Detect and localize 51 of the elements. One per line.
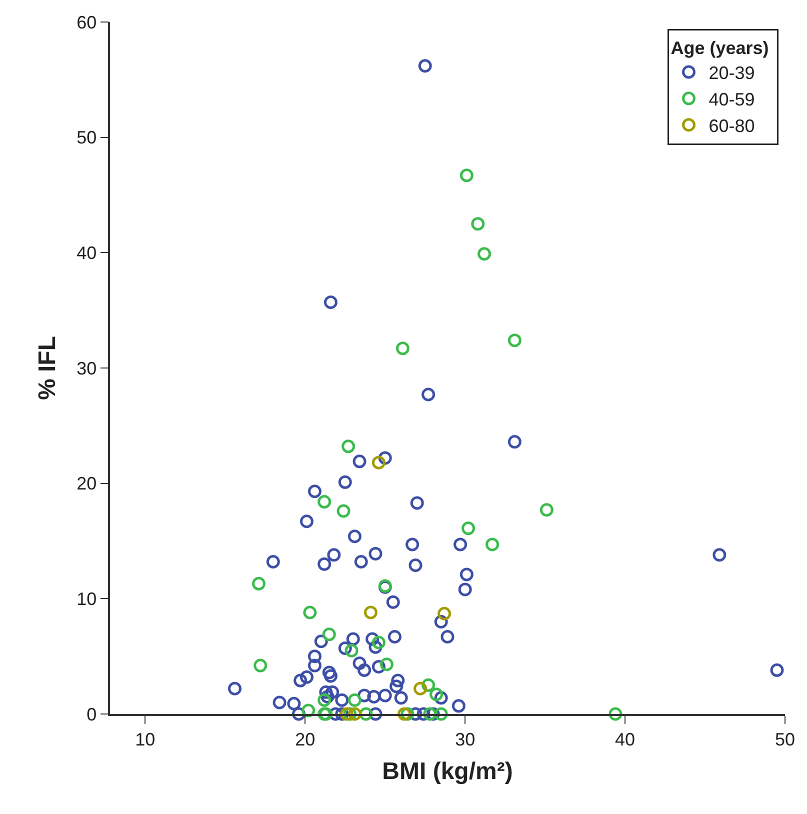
point <box>398 707 412 721</box>
y-tick-label: 40 <box>76 242 97 263</box>
point <box>430 688 444 702</box>
point <box>462 522 476 536</box>
point <box>486 538 500 552</box>
x-tick-label: 30 <box>455 729 476 750</box>
point <box>303 606 317 620</box>
point <box>438 606 452 620</box>
point <box>364 606 378 620</box>
point <box>414 682 428 696</box>
y-axis-title: % IFL <box>34 336 62 400</box>
point <box>460 168 474 182</box>
point <box>508 334 522 348</box>
point <box>423 707 437 721</box>
x-axis-title: BMI (kg/m²) <box>382 758 513 786</box>
x-tick-label: 20 <box>295 729 316 750</box>
legend-label: 60-80 <box>708 116 755 136</box>
point <box>336 504 350 518</box>
point <box>434 707 448 721</box>
legend-label: 40-59 <box>708 89 755 110</box>
point <box>348 707 362 721</box>
point <box>478 247 492 261</box>
point <box>252 576 266 590</box>
point <box>540 503 554 517</box>
point <box>254 658 268 672</box>
point <box>608 707 622 721</box>
legend-label: 20-39 <box>708 63 755 84</box>
y-tick-label: 30 <box>76 358 97 378</box>
point <box>318 693 332 707</box>
x-tick-label: 50 <box>774 729 796 750</box>
point <box>372 456 386 470</box>
legend-title: Age (years) <box>670 38 774 58</box>
y-tick-label: 50 <box>76 128 97 148</box>
y-tick-label: 60 <box>76 12 97 32</box>
x-tick-label: 40 <box>615 729 636 750</box>
y-tick-label: 10 <box>76 588 97 609</box>
point <box>396 342 410 356</box>
point <box>380 658 394 672</box>
point <box>344 644 358 658</box>
point <box>342 440 356 454</box>
point <box>322 628 336 642</box>
point <box>302 704 316 718</box>
x-tick-label: 10 <box>135 729 156 750</box>
y-tick-label: 20 <box>76 474 97 494</box>
point <box>372 636 386 650</box>
point <box>340 707 354 721</box>
point <box>359 707 373 721</box>
point <box>318 495 332 509</box>
point <box>471 217 485 231</box>
point <box>348 693 362 707</box>
y-tick-label: 0 <box>86 704 97 724</box>
